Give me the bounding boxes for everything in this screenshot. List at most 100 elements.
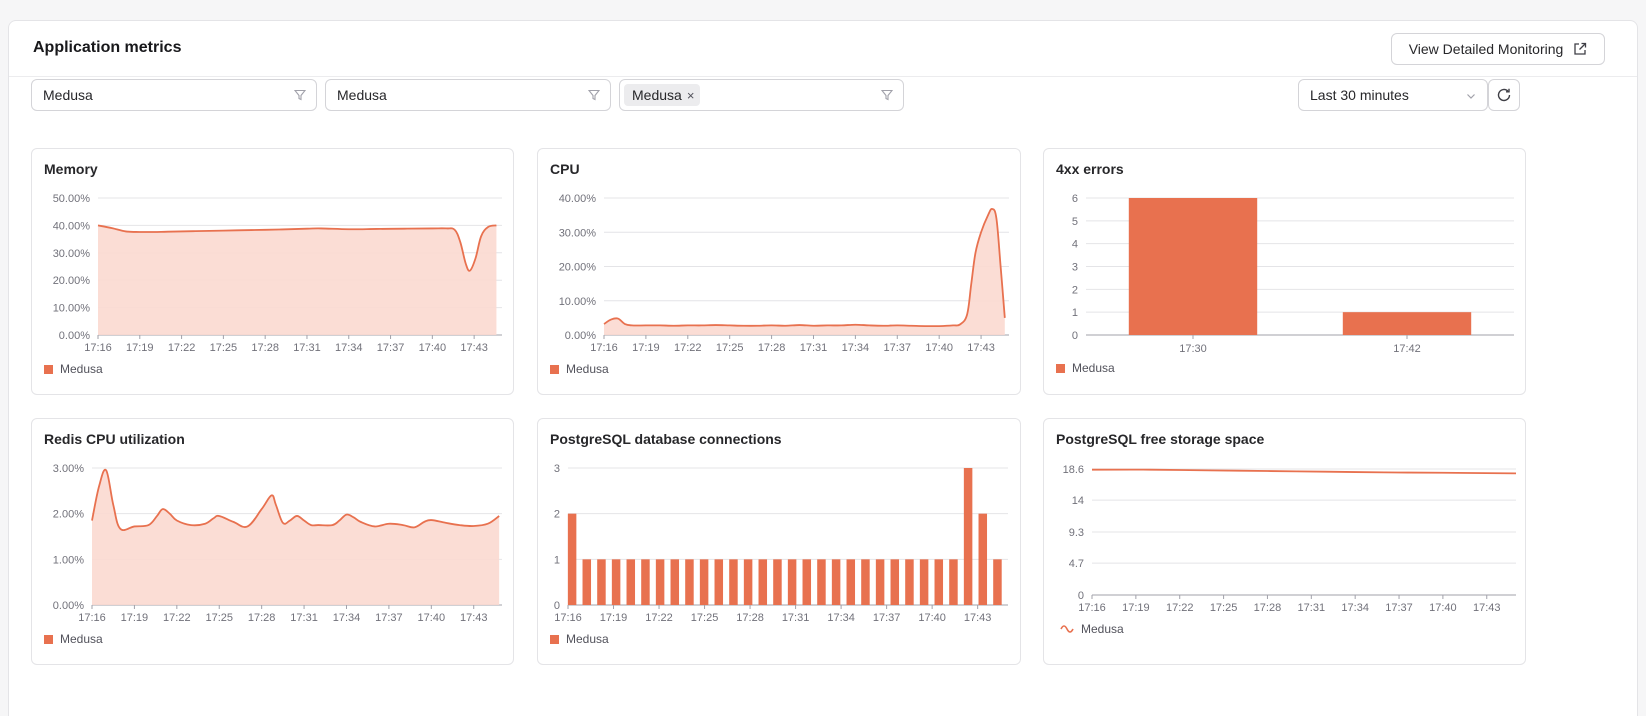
y-tick-label: 0.00% bbox=[53, 600, 84, 612]
y-tick-label: 40.00% bbox=[53, 220, 91, 232]
y-tick-label: 3.00% bbox=[53, 463, 84, 475]
y-tick-label: 0 bbox=[1078, 590, 1084, 602]
bar bbox=[582, 559, 592, 605]
bar bbox=[934, 559, 944, 605]
time-range-select[interactable]: Last 30 minutes bbox=[1298, 79, 1488, 111]
service-filter-2-value: Medusa bbox=[337, 87, 387, 103]
legend: Medusa bbox=[550, 362, 609, 376]
x-tick-label: 17:22 bbox=[163, 612, 191, 624]
x-tick-label: 17:25 bbox=[1210, 602, 1238, 614]
x-tick-label: 17:34 bbox=[335, 342, 363, 354]
legend-swatch bbox=[1056, 363, 1065, 373]
bar bbox=[699, 559, 709, 605]
y-tick-label: 30.00% bbox=[559, 227, 597, 239]
external-link-icon bbox=[1574, 42, 1587, 55]
bar bbox=[1342, 312, 1472, 335]
bar bbox=[611, 559, 621, 605]
x-tick-label: 17:34 bbox=[1341, 602, 1369, 614]
y-tick-label: 10.00% bbox=[53, 303, 91, 315]
x-tick-label: 17:42 bbox=[1393, 343, 1421, 355]
x-tick-label: 17:16 bbox=[1078, 602, 1106, 614]
y-tick-label: 0 bbox=[1072, 330, 1078, 342]
service-filter-3[interactable]: Medusa × bbox=[619, 79, 904, 111]
bar bbox=[773, 559, 782, 605]
legend-label: Medusa bbox=[566, 632, 609, 646]
x-tick-label: 17:31 bbox=[1298, 602, 1326, 614]
pg-connections-chart: 3 2 1 017:16 17:19 17:22 17:25 17:28 17:31 17:34 1… bbox=[554, 463, 1008, 624]
bar bbox=[670, 559, 680, 605]
refresh-icon bbox=[1497, 88, 1511, 102]
x-tick-label: 17:25 bbox=[691, 612, 719, 624]
cpu-card: CPU 40.00% 30.00% 20.00% 10.00% 0.00% 17:16 17… bbox=[537, 148, 1021, 395]
service-filter-1[interactable]: Medusa bbox=[31, 79, 317, 111]
legend: Medusa bbox=[44, 632, 103, 646]
area-fill bbox=[604, 208, 1005, 335]
y-tick-label: 10.00% bbox=[559, 296, 597, 308]
bar bbox=[802, 559, 812, 605]
bar bbox=[875, 559, 885, 605]
x-tick-label: 17:22 bbox=[1166, 602, 1194, 614]
y-tick-label: 30.00% bbox=[53, 248, 91, 260]
bar bbox=[905, 559, 914, 605]
x-tick-label: 17:28 bbox=[1254, 602, 1282, 614]
x-tick-label: 17:43 bbox=[967, 342, 995, 354]
x-tick-label: 17:40 bbox=[418, 612, 446, 624]
x-tick-label: 17:16 bbox=[554, 612, 582, 624]
legend-label: Medusa bbox=[1081, 622, 1124, 636]
y-tick-label: 0.00% bbox=[59, 330, 90, 342]
x-tick-label: 17:37 bbox=[1385, 602, 1413, 614]
x-tick-label: 17:25 bbox=[210, 342, 238, 354]
x-tick-label: 17:28 bbox=[758, 342, 786, 354]
legend-label: Medusa bbox=[60, 362, 103, 376]
refresh-button[interactable] bbox=[1488, 79, 1520, 111]
legend-line-icon bbox=[1060, 625, 1074, 633]
card-title: Memory bbox=[44, 161, 98, 177]
bar bbox=[787, 559, 797, 605]
bar bbox=[949, 559, 958, 605]
bar bbox=[1128, 198, 1258, 335]
x-tick-label: 17:28 bbox=[251, 342, 279, 354]
series-line bbox=[603, 207, 1006, 328]
x-tick-label: 17:16 bbox=[78, 612, 106, 624]
bar bbox=[641, 559, 650, 605]
errors-card: 4xx errors 6 5 4 3 2 1 0 17:30 17:42 Medusa bbox=[1043, 148, 1526, 395]
view-detailed-monitoring-button[interactable]: View Detailed Monitoring bbox=[1391, 33, 1605, 65]
bar bbox=[626, 559, 636, 605]
x-tick-label: 17:34 bbox=[842, 342, 870, 354]
bar bbox=[861, 559, 870, 605]
card-title: PostgreSQL free storage space bbox=[1056, 431, 1265, 447]
chip-remove-icon[interactable]: × bbox=[686, 87, 695, 103]
funnel-icon bbox=[588, 89, 600, 101]
x-tick-label: 17:31 bbox=[290, 612, 318, 624]
legend: Medusa bbox=[1060, 622, 1124, 636]
y-tick-label: 1 bbox=[1072, 307, 1078, 319]
panel-header: Application metrics View Detailed Monito… bbox=[9, 21, 1637, 77]
legend-swatch bbox=[550, 634, 559, 644]
y-tick-label: 4.7 bbox=[1069, 558, 1084, 570]
cpu-chart: 40.00% 30.00% 20.00% 10.00% 0.00%17:16 17:19 1… bbox=[559, 193, 1009, 354]
bar bbox=[890, 559, 900, 605]
bar bbox=[846, 559, 856, 605]
y-tick-label: 20.00% bbox=[53, 275, 91, 287]
x-tick-label: 17:43 bbox=[964, 612, 992, 624]
y-tick-label: 3 bbox=[554, 463, 560, 475]
funnel-icon bbox=[294, 89, 306, 101]
x-tick-label: 17:22 bbox=[645, 612, 673, 624]
y-tick-label: 1 bbox=[554, 554, 560, 566]
y-tick-label: 14 bbox=[1072, 495, 1084, 507]
card-title: CPU bbox=[550, 161, 580, 177]
x-tick-label: 17:19 bbox=[126, 342, 154, 354]
x-tick-label: 17:31 bbox=[782, 612, 810, 624]
series-line bbox=[97, 224, 497, 272]
chevron-down-icon bbox=[1467, 94, 1475, 99]
y-tick-label: 2.00% bbox=[53, 509, 84, 521]
y-tick-label: 40.00% bbox=[559, 193, 597, 205]
legend-label: Medusa bbox=[566, 362, 609, 376]
y-tick-label: 0 bbox=[554, 600, 560, 612]
legend: Medusa bbox=[44, 362, 103, 376]
y-tick-label: 0.00% bbox=[565, 330, 596, 342]
x-tick-label: 17:16 bbox=[84, 342, 112, 354]
series-line bbox=[91, 468, 500, 532]
x-tick-label: 17:37 bbox=[377, 342, 405, 354]
service-filter-2[interactable]: Medusa bbox=[325, 79, 611, 111]
